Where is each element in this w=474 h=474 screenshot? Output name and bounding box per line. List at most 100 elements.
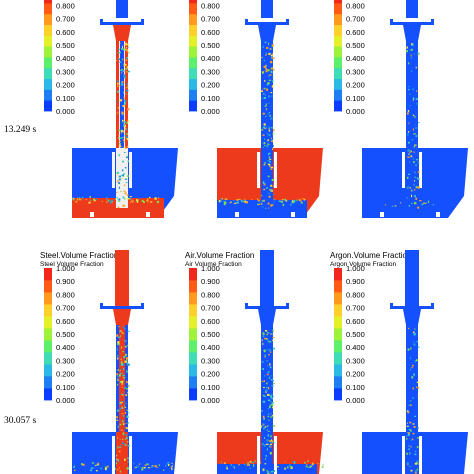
speckle-dot xyxy=(262,368,264,370)
speckle-dot xyxy=(126,138,129,141)
speckle-dot xyxy=(414,202,417,205)
speckle-dot xyxy=(127,51,130,54)
speckle-dot xyxy=(262,468,265,471)
speckle-dot xyxy=(233,203,236,205)
speckle-dot xyxy=(295,199,298,202)
speckle-dot xyxy=(262,470,265,472)
speckle-dot xyxy=(406,197,408,199)
speckle-dot xyxy=(409,400,412,402)
speckle-dot xyxy=(126,133,129,135)
scale-tick-label: 0.600 xyxy=(346,317,365,326)
nozzle-flange-right xyxy=(286,19,289,25)
speckle-dot xyxy=(126,380,128,384)
speckle-dot xyxy=(408,448,410,450)
scale-tick-label: 0.700 xyxy=(56,304,75,313)
speckle-dot xyxy=(125,67,128,70)
speckle-dot xyxy=(118,137,120,139)
speckle-dot xyxy=(309,465,312,468)
speckle-dot xyxy=(170,466,173,469)
speckle-dot xyxy=(116,416,118,419)
speckle-dot xyxy=(120,132,122,134)
speckle-dot xyxy=(127,51,129,53)
speckle-dot xyxy=(414,360,417,363)
speckle-dot xyxy=(118,58,120,60)
speckle-dot xyxy=(122,136,124,138)
speckle-dot xyxy=(171,467,173,471)
speckle-dot xyxy=(261,90,263,92)
color-scale-band xyxy=(44,388,52,401)
speckle-dot xyxy=(127,422,130,424)
speckle-dot xyxy=(408,404,411,406)
speckle-dot xyxy=(128,460,130,463)
speckle-dot xyxy=(417,178,420,180)
speckle-dot xyxy=(126,428,128,430)
color-scale-band xyxy=(44,35,52,47)
speckle-dot xyxy=(411,439,413,441)
speckle-dot xyxy=(270,435,272,438)
speckle-dot xyxy=(123,97,126,99)
speckle-dot xyxy=(261,443,264,446)
speckle-dot xyxy=(417,171,420,173)
speckle-dot xyxy=(124,345,127,347)
speckle-dot xyxy=(412,364,414,367)
speckle-dot xyxy=(265,64,267,66)
speckle-dot xyxy=(414,53,415,55)
speckle-dot xyxy=(234,467,236,469)
speckle-dot xyxy=(416,134,418,136)
speckle-dot xyxy=(415,127,418,129)
speckle-dot xyxy=(267,144,270,145)
speckle-dot xyxy=(261,200,264,202)
speckle-dot xyxy=(270,67,273,70)
speckle-dot xyxy=(264,375,266,377)
speckle-dot xyxy=(412,387,414,390)
speckle-dot xyxy=(121,81,124,84)
color-scale-band xyxy=(44,292,52,305)
speckle-dot xyxy=(116,80,119,83)
speckle-dot xyxy=(302,198,305,200)
color-scale-band xyxy=(334,24,342,36)
speckle-dot xyxy=(259,461,262,464)
time-label: 30.057 s xyxy=(4,416,37,426)
speckle-dot xyxy=(268,207,270,209)
speckle-dot xyxy=(126,388,129,390)
speckle-dot xyxy=(105,198,108,200)
nozzle-mould-mixture xyxy=(261,148,275,209)
speckle-dot xyxy=(226,198,228,200)
scale-tick-label: 0.800 xyxy=(56,290,75,299)
scale-tick-label: 0.000 xyxy=(346,396,365,405)
speckle-dot xyxy=(269,446,272,448)
speckle-dot xyxy=(414,171,416,174)
color-scale-band xyxy=(334,376,342,389)
speckle-dot xyxy=(124,405,126,407)
speckle-dot xyxy=(265,390,267,393)
speckle-dot xyxy=(218,200,221,203)
speckle-dot xyxy=(270,184,273,187)
speckle-dot xyxy=(122,160,124,163)
speckle-dot xyxy=(245,201,248,204)
speckle-dot xyxy=(268,387,270,390)
speckle-dot xyxy=(269,114,271,117)
speckle-dot xyxy=(122,420,124,422)
speckle-dot xyxy=(417,462,419,465)
speckle-dot xyxy=(122,119,124,122)
speckle-dot xyxy=(124,134,127,137)
speckle-dot xyxy=(127,82,129,85)
speckle-dot xyxy=(122,374,125,377)
speckle-dot xyxy=(118,467,120,469)
speckle-dot xyxy=(225,465,228,468)
speckle-dot xyxy=(126,57,128,60)
speckle-dot xyxy=(265,207,267,209)
speckle-dot xyxy=(272,415,274,418)
speckle-dot xyxy=(264,437,265,439)
speckle-dot xyxy=(150,200,153,203)
speckle-dot xyxy=(312,462,314,465)
speckle-dot xyxy=(406,462,409,464)
speckle-dot xyxy=(272,440,274,443)
speckle-dot xyxy=(270,401,272,403)
speckle-dot xyxy=(121,71,123,74)
speckle-dot xyxy=(409,149,411,152)
speckle-dot xyxy=(116,171,118,174)
speckle-dot xyxy=(123,173,125,175)
speckle-dot xyxy=(412,157,414,160)
speckle-dot xyxy=(272,337,275,339)
